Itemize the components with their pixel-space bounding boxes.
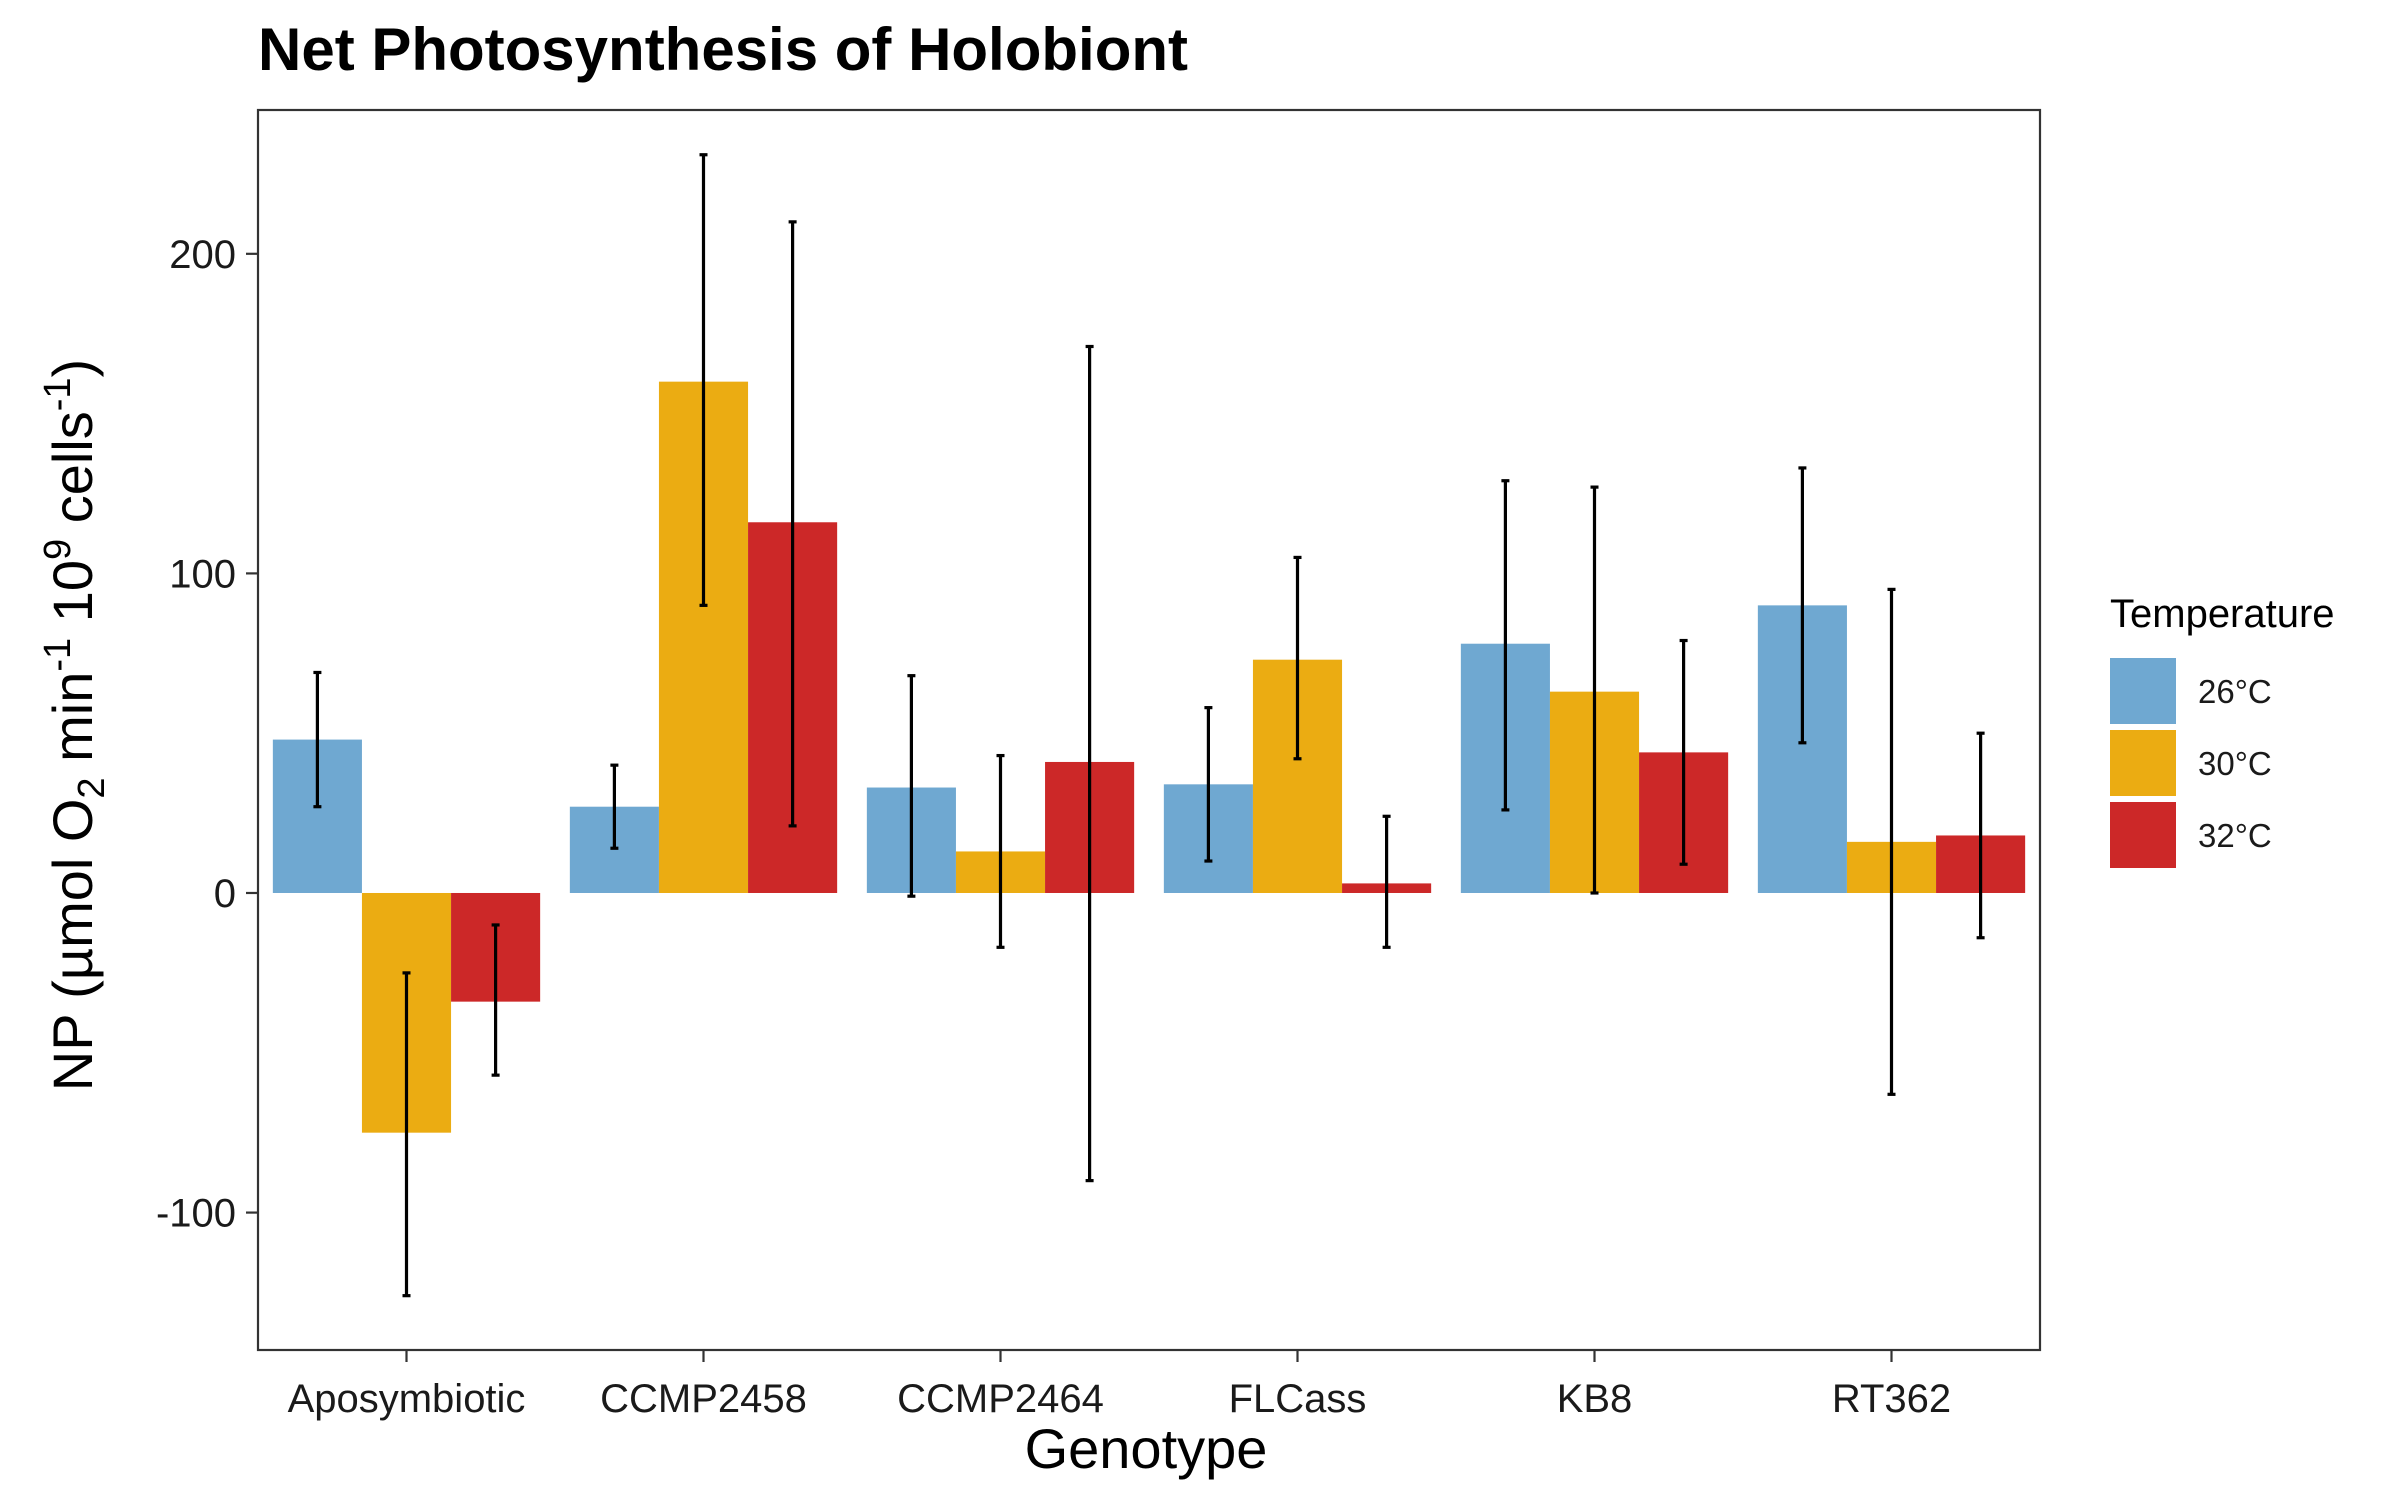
x-axis-title: Genotype: [1025, 1417, 1268, 1480]
legend-key: [2110, 802, 2176, 868]
x-tick-label: RT362: [1832, 1377, 1951, 1421]
y-axis-title: NP (µmol O2 min-1 109 cells-1): [37, 359, 113, 1091]
legend-label: 32°C: [2198, 817, 2272, 854]
y-axis-title-sup3: -1: [37, 377, 79, 411]
y-tick-label: 200: [169, 233, 236, 277]
y-axis-title-prefix: NP (µmol O: [41, 799, 104, 1092]
x-tick-label: CCMP2458: [600, 1377, 807, 1421]
y-tick-label: 100: [169, 552, 236, 596]
x-tick-label: FLCass: [1229, 1377, 1367, 1421]
legend-key: [2110, 730, 2176, 796]
plot-panel: [256, 108, 2042, 1352]
y-axis-title-sup1: -1: [37, 638, 79, 672]
y-axis: -100 0 100 200: [156, 233, 258, 1236]
x-tick-label: KB8: [1557, 1377, 1633, 1421]
error-bars: [313, 153, 1985, 1298]
chart-title: Net Photosynthesis of Holobiont: [258, 16, 1188, 83]
y-tick-label: 0: [214, 872, 236, 916]
y-axis-title-mid2: 10: [41, 560, 104, 638]
y-axis-title-mid1: min: [41, 672, 104, 778]
x-tick-label: CCMP2464: [897, 1377, 1104, 1421]
legend-label: 26°C: [2198, 673, 2272, 710]
legend: Temperature 26°C 30°C 32°C: [2110, 592, 2335, 868]
y-axis-title-sub: 2: [71, 777, 113, 798]
y-axis-title-sup2: 9: [37, 539, 79, 560]
plot-area: [256, 108, 2042, 1352]
y-tick-label: -100: [156, 1192, 236, 1236]
legend-key: [2110, 658, 2176, 724]
x-tick-label: Aposymbiotic: [288, 1377, 526, 1421]
legend-label: 30°C: [2198, 745, 2272, 782]
x-axis: Aposymbiotic CCMP2458 CCMP2464 FLCass KB8 RT3…: [288, 1350, 1951, 1421]
y-axis-title-mid3: cells: [41, 411, 104, 539]
legend-title: Temperature: [2110, 592, 2335, 636]
y-axis-title-suffix: ): [41, 359, 104, 378]
